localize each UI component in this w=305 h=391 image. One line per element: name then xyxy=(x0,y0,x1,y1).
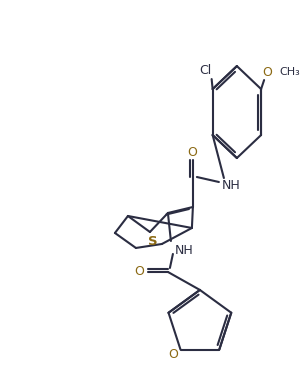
Text: NH: NH xyxy=(175,244,194,257)
Text: Cl: Cl xyxy=(199,64,212,77)
Text: O: O xyxy=(134,265,144,278)
Text: S: S xyxy=(148,235,158,248)
Text: NH: NH xyxy=(222,179,241,192)
Text: O: O xyxy=(262,66,272,79)
Text: O: O xyxy=(187,145,197,158)
Text: O: O xyxy=(169,348,178,361)
Text: CH₃: CH₃ xyxy=(279,67,300,77)
